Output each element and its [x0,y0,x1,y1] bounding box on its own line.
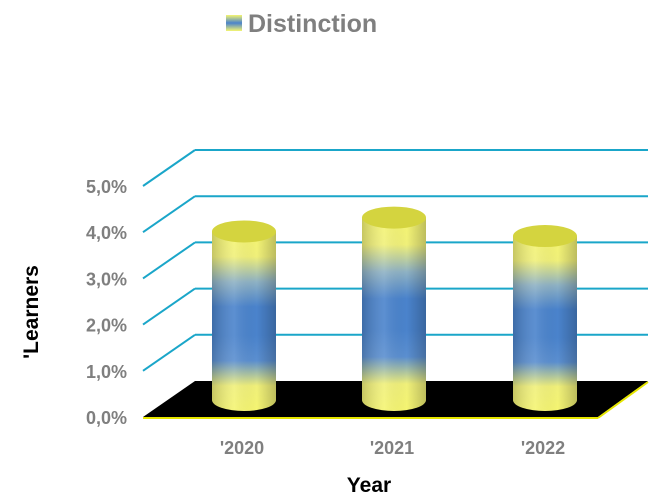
gridline-diag [142,149,196,187]
gridline-diag [142,333,196,372]
x-tick-label: '2021 [370,438,414,458]
gridline-diag [142,195,196,234]
bar-top [513,225,577,248]
y-axis-ticks: 0,0% 1,0% 2,0% 3,0% 4,0% 5,0% [86,177,127,428]
y-tick-label: 4,0% [86,223,127,243]
y-tick-label: 0,0% [86,408,127,428]
bar-top [362,206,426,229]
x-tick-label: '2020 [220,438,264,458]
bars [212,206,577,411]
y-tick-label: 5,0% [86,177,127,197]
y-tick-label: 3,0% [86,269,127,289]
y-tick-label: 1,0% [86,362,127,382]
bar-top [212,220,276,243]
legend-swatch [226,15,242,31]
gridline-diag [142,241,196,280]
y-tick-label: 2,0% [86,316,127,336]
bar-shading [212,231,276,411]
gridline-diag [142,287,196,326]
bar-shading [362,217,426,411]
floor-edge-side [597,381,649,419]
x-axis-title: Year [347,474,391,497]
x-tick-label: '2022 [521,438,565,458]
legend-label: Distinction [248,10,377,38]
bar [362,206,426,411]
y-axis-title: 'Learners [20,265,43,359]
bar-shading [513,236,577,411]
legend: Distinction [226,10,377,38]
bar [513,225,577,411]
bar [212,220,276,411]
x-axis-ticks: '2020 '2021 '2022 [220,438,565,458]
